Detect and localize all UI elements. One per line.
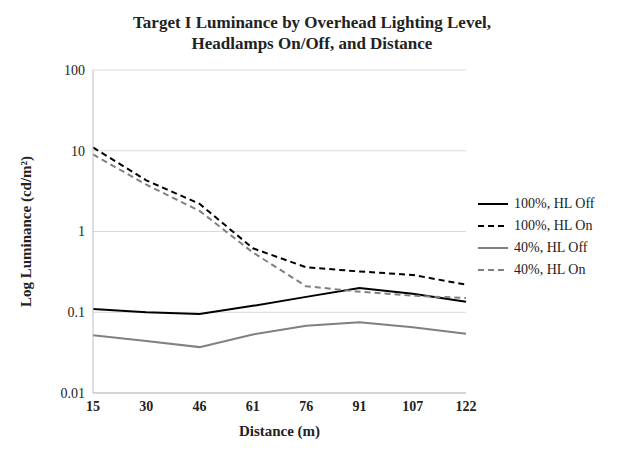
html-text:100%, HL On: 100%, HL On (514, 218, 593, 233)
svg-text:107: 107 (402, 399, 423, 414)
svg-text:0.01: 0.01 (61, 386, 86, 401)
svg-text:61: 61 (246, 399, 260, 414)
svg-text:46: 46 (193, 399, 207, 414)
svg-text:122: 122 (456, 399, 477, 414)
html-text:100%, HL Off: 100%, HL Off (514, 196, 595, 211)
html-text:40%, HL Off: 40%, HL Off (514, 240, 588, 255)
svg-text:91: 91 (352, 399, 366, 414)
svg-text:0.1: 0.1 (68, 305, 86, 320)
svg-text:Log Luminance (cd/m²): Log Luminance (cd/m²) (18, 156, 35, 307)
svg-text:30: 30 (139, 399, 153, 414)
svg-text:15: 15 (86, 399, 100, 414)
html-text:40%, HL On: 40%, HL On (514, 262, 586, 277)
svg-text:76: 76 (299, 399, 313, 414)
svg-text:10: 10 (71, 144, 85, 159)
svg-text:1: 1 (78, 224, 85, 239)
svg-text:100: 100 (64, 63, 85, 78)
html-text:Target I Luminance by Overhead: Target I Luminance by Overhead Lighting … (133, 13, 491, 53)
svg-text:Distance (m): Distance (m) (239, 423, 320, 440)
